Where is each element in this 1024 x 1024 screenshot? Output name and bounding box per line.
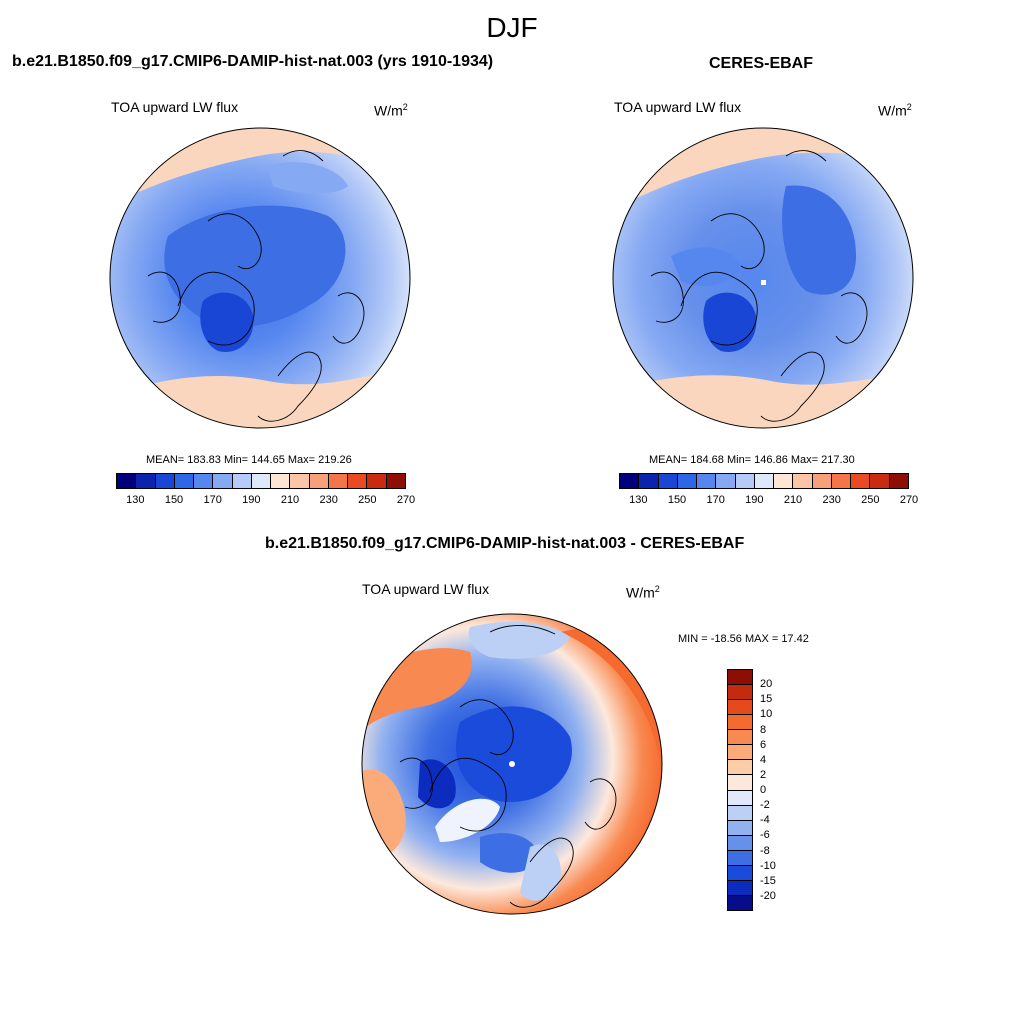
- panel1-colorbar: [116, 473, 406, 489]
- panel1-stats: MEAN= 183.83 Min= 144.65 Max= 219.26: [146, 454, 352, 466]
- colorbar-tick-label: 190: [745, 494, 764, 506]
- colorbar-swatch: [728, 805, 752, 821]
- colorbar-swatch: [728, 715, 752, 731]
- colorbar-swatch: [870, 474, 890, 488]
- colorbar-tick-label: 10: [760, 708, 773, 721]
- colorbar-tick-label: 230: [822, 494, 841, 506]
- colorbar-swatch: [728, 790, 752, 806]
- colorbar-swatch: [213, 474, 233, 488]
- colorbar-swatch: [136, 474, 156, 488]
- colorbar-tick-label: -2: [760, 799, 770, 812]
- panel3-title: b.e21.B1850.f09_g17.CMIP6-DAMIP-hist-nat…: [265, 535, 745, 552]
- colorbar-tick-label: 190: [242, 494, 261, 506]
- colorbar-swatch: [728, 835, 752, 851]
- colorbar-swatch: [232, 474, 252, 488]
- colorbar-swatch: [728, 760, 752, 776]
- colorbar-swatch: [831, 474, 852, 488]
- colorbar-tick-label: 150: [667, 494, 687, 506]
- colorbar-swatch: [328, 474, 349, 488]
- colorbar-swatch: [348, 474, 368, 488]
- colorbar-tick-label: -20: [760, 889, 776, 902]
- panel3-colorbar: [727, 669, 753, 911]
- colorbar-swatch: [290, 474, 310, 488]
- colorbar-tick-label: 230: [319, 494, 338, 506]
- colorbar-swatch: [194, 474, 214, 488]
- panel1-variable: TOA upward LW flux: [111, 99, 239, 115]
- colorbar-swatch: [174, 474, 195, 488]
- panel2-variable: TOA upward LW flux: [614, 99, 742, 115]
- colorbar-swatch: [658, 474, 678, 488]
- colorbar-tick-label: 4: [760, 753, 767, 766]
- colorbar-swatch: [735, 474, 755, 488]
- colorbar-tick-label: 6: [760, 738, 767, 751]
- panel2-title: CERES-EBAF: [709, 55, 814, 72]
- panel3-variable: TOA upward LW flux: [362, 581, 490, 597]
- colorbar-swatch: [620, 474, 640, 488]
- colorbar-tick-label: 20: [760, 678, 773, 691]
- colorbar-swatch: [728, 895, 752, 910]
- colorbar-swatch: [728, 865, 752, 881]
- figure-title: DJF: [486, 12, 538, 43]
- panel2-colorbar: [619, 473, 909, 489]
- colorbar-swatch: [728, 685, 752, 701]
- colorbar-swatch: [728, 820, 752, 836]
- colorbar-swatch: [386, 474, 405, 488]
- panel2-stats: MEAN= 184.68 Min= 146.86 Max= 217.30: [649, 454, 855, 466]
- colorbar-swatch: [754, 474, 775, 488]
- colorbar-tick-label: 170: [706, 494, 725, 506]
- colorbar-swatch: [367, 474, 387, 488]
- colorbar-tick-label: 130: [126, 494, 145, 506]
- panel3-stats: MIN = -18.56 MAX = 17.42: [678, 633, 809, 645]
- colorbar-swatch: [639, 474, 659, 488]
- colorbar-tick-label: 15: [760, 693, 773, 706]
- colorbar-tick-label: 170: [203, 494, 222, 506]
- colorbar-swatch: [812, 474, 832, 488]
- colorbar-swatch: [728, 880, 752, 896]
- colorbar-tick-label: 270: [899, 494, 919, 506]
- colorbar-tick-label: 130: [629, 494, 648, 506]
- colorbar-tick-label: 2: [760, 768, 767, 781]
- panel1-units: W/m2: [374, 102, 408, 119]
- colorbar-tick-label: 210: [783, 494, 803, 506]
- colorbar-swatch: [851, 474, 871, 488]
- colorbar-swatch: [728, 670, 752, 686]
- panel1-polar-map: [109, 127, 411, 429]
- colorbar-tick-label: 150: [164, 494, 184, 506]
- panel3-polar-map: [361, 613, 663, 915]
- colorbar-swatch: [677, 474, 698, 488]
- colorbar-swatch: [728, 775, 752, 791]
- colorbar-swatch: [251, 474, 272, 488]
- colorbar-tick-label: 0: [760, 784, 767, 796]
- colorbar-swatch: [728, 700, 752, 716]
- colorbar-tick-label: -8: [760, 844, 770, 857]
- panel3-units: W/m2: [626, 584, 660, 601]
- colorbar-swatch: [728, 730, 752, 746]
- colorbar-swatch: [697, 474, 717, 488]
- colorbar-tick-label: 250: [358, 494, 377, 506]
- colorbar-tick-label: 8: [760, 723, 767, 736]
- colorbar-swatch: [774, 474, 794, 488]
- colorbar-tick-label: -15: [760, 874, 776, 887]
- colorbar-tick-label: 250: [861, 494, 880, 506]
- colorbar-swatch: [728, 745, 752, 761]
- colorbar-swatch: [728, 850, 752, 866]
- panel1-title: b.e21.B1850.f09_g17.CMIP6-DAMIP-hist-nat…: [12, 53, 494, 70]
- colorbar-swatch: [793, 474, 813, 488]
- colorbar-swatch: [117, 474, 137, 488]
- colorbar-swatch: [271, 474, 291, 488]
- colorbar-tick-label: -4: [760, 814, 770, 827]
- colorbar-tick-label: 270: [396, 494, 416, 506]
- colorbar-swatch: [155, 474, 175, 488]
- colorbar-tick-label: -10: [760, 859, 776, 872]
- panel2-polar-map: [612, 127, 914, 429]
- colorbar-swatch: [716, 474, 736, 488]
- colorbar-tick-label: 210: [280, 494, 300, 506]
- colorbar-swatch: [889, 474, 908, 488]
- colorbar-tick-label: -6: [760, 829, 770, 842]
- colorbar-swatch: [309, 474, 329, 488]
- panel2-units: W/m2: [878, 102, 912, 119]
